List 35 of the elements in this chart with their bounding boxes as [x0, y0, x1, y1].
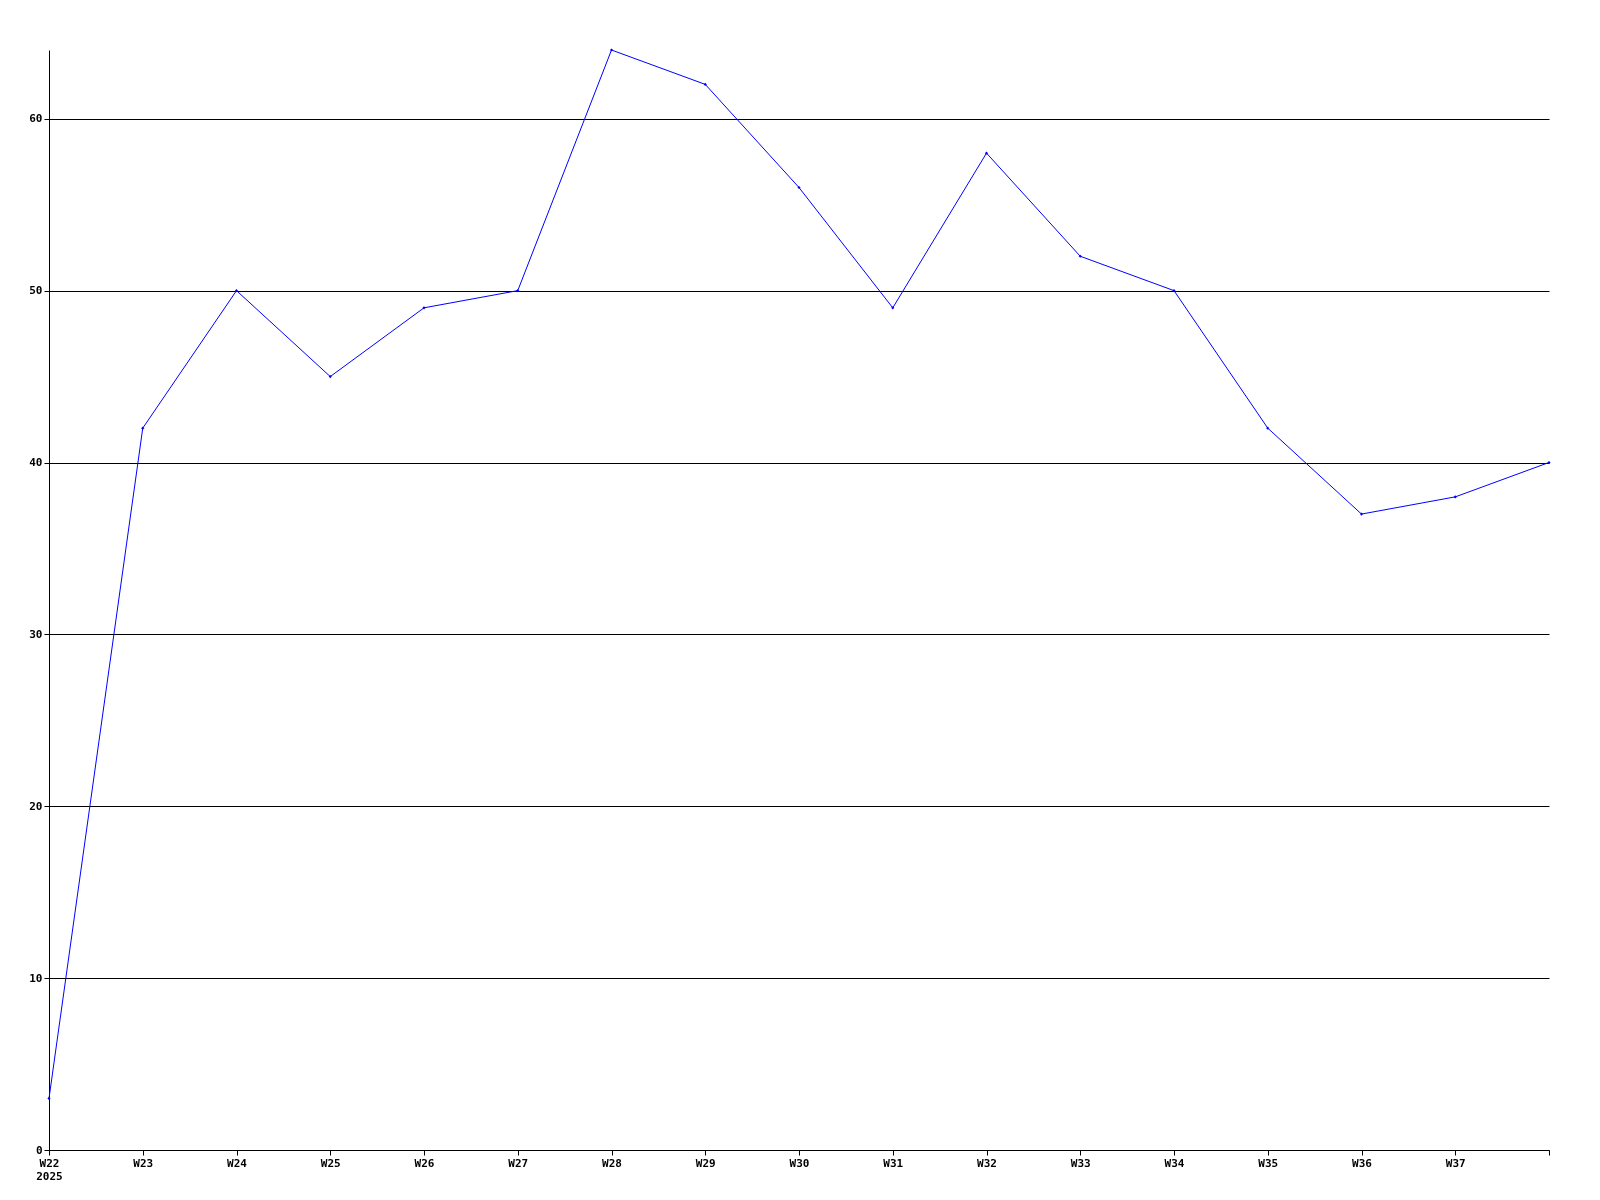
- x-tick-label: W29: [695, 1156, 716, 1170]
- x-tick-label: W34: [1164, 1156, 1185, 1170]
- point: [891, 306, 895, 310]
- x-tick-label: W23: [133, 1156, 154, 1170]
- point: [609, 48, 614, 52]
- x-tick-label: W36: [1352, 1156, 1373, 1170]
- point: [47, 1096, 51, 1101]
- x-tick-label: W28: [602, 1156, 622, 1170]
- point: [328, 374, 332, 379]
- x-tick-label: W32: [977, 1156, 997, 1170]
- y-tick-label: 10: [29, 971, 43, 985]
- point: [1547, 460, 1551, 465]
- point: [703, 82, 707, 86]
- x-tick-label: W25: [320, 1156, 341, 1170]
- y-tick-label: 0: [35, 1143, 43, 1157]
- x-tick-label: W24: [227, 1156, 248, 1170]
- point: [234, 289, 239, 293]
- x-tick-label: W37: [1445, 1156, 1466, 1170]
- x-tick-label: W31: [883, 1156, 904, 1170]
- x-tick-label: W27: [508, 1156, 529, 1170]
- y-tick-label: 60: [29, 112, 43, 126]
- point: [1078, 254, 1082, 258]
- x-tick-label: W26: [414, 1156, 435, 1170]
- x-tick-label: W33: [1070, 1156, 1091, 1170]
- x-tick-label: W22 2025: [36, 1156, 63, 1183]
- x-tick-label: W35: [1258, 1156, 1279, 1170]
- point: [984, 151, 989, 155]
- y-tick-label: 40: [29, 456, 43, 469]
- point: [516, 289, 520, 293]
- y-tick-label: 50: [29, 284, 43, 298]
- point: [1359, 512, 1364, 516]
- y-tick-label: 30: [29, 627, 43, 641]
- point: [797, 185, 801, 190]
- x-tick-label: W30: [789, 1156, 810, 1170]
- y-tick-label: 20: [29, 799, 43, 813]
